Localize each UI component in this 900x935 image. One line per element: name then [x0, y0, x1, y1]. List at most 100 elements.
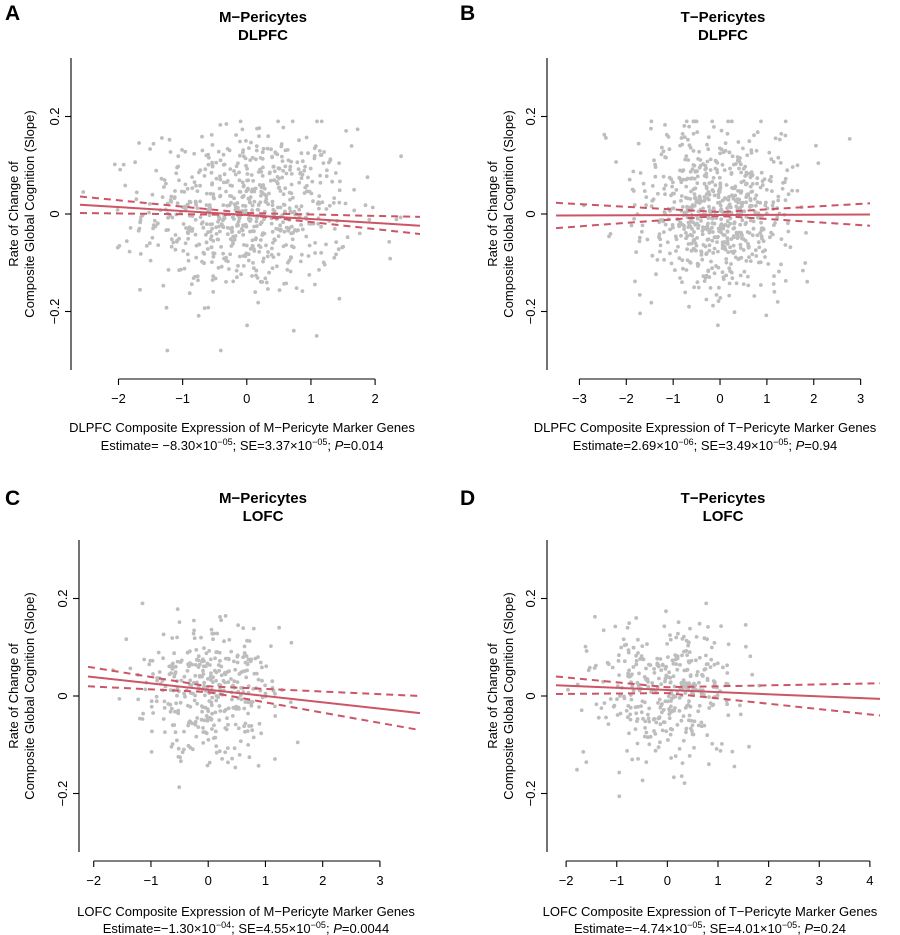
data-point [280, 159, 285, 164]
data-point [704, 601, 709, 606]
data-point [304, 135, 309, 140]
data-point [247, 146, 251, 151]
data-point [203, 167, 208, 172]
data-point [772, 223, 776, 228]
data-point [756, 240, 761, 245]
data-point [193, 722, 198, 727]
data-point [738, 273, 743, 278]
data-point [698, 158, 703, 162]
data-point [190, 175, 195, 180]
data-point [155, 676, 160, 680]
data-point [265, 254, 270, 259]
data-point [148, 147, 153, 151]
data-point [645, 642, 649, 646]
data-point [276, 252, 281, 257]
data-point [161, 717, 166, 721]
data-point [124, 637, 129, 642]
data-point [229, 649, 234, 654]
data-point [317, 149, 322, 153]
data-point [250, 187, 255, 192]
data-point [763, 203, 768, 208]
data-point [240, 180, 245, 185]
data-point [254, 273, 258, 278]
data-point [666, 738, 670, 742]
data-point [201, 730, 206, 734]
data-point [299, 204, 304, 209]
data-point [179, 759, 183, 764]
data-point [744, 215, 749, 219]
y-tick-label: 0.2 [523, 589, 538, 607]
data-point [343, 201, 348, 206]
data-point [221, 162, 226, 167]
data-point [724, 681, 729, 686]
data-point [183, 182, 188, 187]
data-point [728, 245, 732, 250]
data-point [157, 670, 162, 674]
data-point [258, 245, 263, 250]
data-point [627, 621, 632, 625]
data-point [750, 233, 755, 238]
data-point [211, 274, 216, 279]
data-point [232, 196, 237, 201]
data-point [166, 228, 171, 232]
data-point [788, 245, 793, 250]
data-point [695, 280, 700, 285]
data-point [805, 279, 810, 284]
panel-letter: C [5, 487, 20, 510]
data-point [743, 623, 748, 627]
data-point [644, 730, 649, 735]
data-point [138, 287, 142, 292]
data-point [136, 697, 141, 702]
data-point [747, 139, 752, 144]
data-point [738, 703, 742, 708]
data-point [266, 134, 271, 139]
x-tick-label: 3 [857, 391, 864, 406]
data-point [702, 198, 707, 203]
estimate-exponent: −05 [217, 437, 232, 447]
data-point [256, 763, 261, 768]
data-point [656, 191, 660, 196]
data-point [216, 149, 221, 154]
data-point [617, 770, 622, 775]
data-point [264, 664, 269, 669]
data-point [640, 229, 644, 234]
data-point [212, 723, 216, 728]
data-point [725, 663, 729, 668]
data-point [660, 145, 664, 150]
data-point [709, 645, 714, 650]
data-point [161, 632, 166, 637]
data-point [668, 227, 672, 232]
data-point [142, 657, 147, 662]
data-point [309, 191, 314, 196]
data-point [658, 249, 662, 254]
data-point [663, 699, 668, 704]
data-point [212, 631, 217, 636]
data-point [672, 200, 677, 204]
y-axis-label-line-2: Composite Global Cognition (Slope) [501, 110, 516, 317]
data-point [232, 659, 236, 664]
ci-lower-line [79, 212, 421, 235]
data-point [631, 688, 636, 693]
data-point [171, 240, 176, 245]
data-point [232, 746, 237, 751]
data-point [814, 143, 818, 148]
data-point [664, 132, 669, 137]
data-point [251, 266, 256, 270]
data-point [218, 229, 222, 234]
data-point [159, 176, 164, 181]
data-point [769, 174, 774, 179]
data-point [267, 270, 271, 275]
data-point [200, 148, 205, 153]
data-point [196, 654, 201, 659]
data-point [723, 141, 728, 146]
data-point [738, 256, 742, 261]
data-point [300, 227, 305, 232]
data-point [210, 727, 214, 731]
data-point [214, 750, 219, 755]
data-point [741, 248, 746, 252]
data-point [692, 719, 697, 724]
data-point [216, 237, 221, 242]
data-point [795, 188, 800, 193]
data-point [231, 234, 236, 239]
data-point [244, 139, 248, 143]
